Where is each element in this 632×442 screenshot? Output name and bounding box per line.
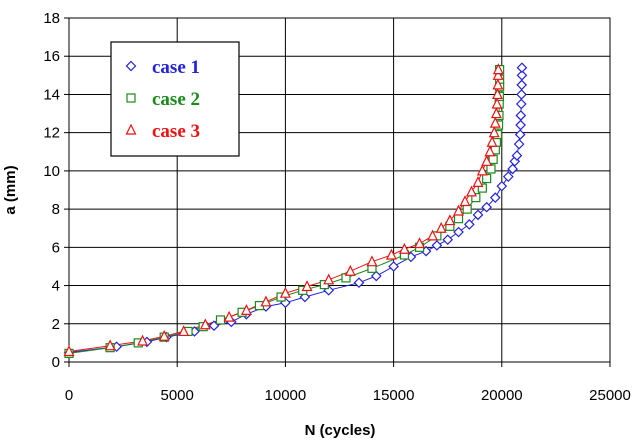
data-point-case-3 <box>301 280 313 292</box>
y-tick-label: 18 <box>43 10 60 27</box>
data-point-case-3 <box>279 286 291 298</box>
data-point-case-3 <box>427 229 439 241</box>
data-point-case-3 <box>398 242 410 254</box>
data-point-case-2 <box>482 173 492 184</box>
x-tick-label: 20000 <box>481 387 523 404</box>
data-point-case-3 <box>489 116 501 128</box>
data-point-case-3 <box>323 273 335 285</box>
data-point-case-2 <box>453 214 464 224</box>
data-point-case-1 <box>516 89 527 100</box>
data-point-case-1 <box>516 62 528 74</box>
data-point-case-1 <box>353 277 365 289</box>
x-tick-label: 15000 <box>373 387 415 404</box>
data-point-case-2 <box>486 164 496 174</box>
data-point-case-1 <box>502 171 514 182</box>
data-point-case-1 <box>511 150 523 161</box>
data-point-case-3 <box>481 154 493 166</box>
data-point-case-3 <box>459 195 471 207</box>
y-axis-title: a (mm) <box>2 165 19 214</box>
data-point-case-1 <box>489 192 501 203</box>
data-point-case-2 <box>462 204 472 214</box>
x-tick-label: 25000 <box>589 387 631 404</box>
legend-marker-case-1 <box>125 60 137 72</box>
data-point-case-3 <box>444 214 456 226</box>
data-point-case-3 <box>223 310 235 322</box>
data-point-case-1 <box>514 129 526 140</box>
y-tick-label: 8 <box>52 201 60 218</box>
axis-ticks: 0 2 4 6 8 10 12 14 16 18 0 5000 10000 15000 20000 25000 <box>43 10 631 404</box>
y-tick-label: 0 <box>52 354 60 371</box>
data-point-case-3 <box>104 339 116 351</box>
y-tick-label: 4 <box>52 278 60 295</box>
data-point-case-3 <box>414 237 426 249</box>
data-point-case-3 <box>466 185 477 197</box>
y-tick-label: 10 <box>43 163 60 180</box>
y-tick-label: 16 <box>43 48 60 65</box>
legend-label-case-1: case 1 <box>152 57 200 78</box>
legend-label-case-2: case 2 <box>152 89 200 110</box>
y-tick-label: 14 <box>43 86 60 103</box>
data-point-case-3 <box>490 107 502 119</box>
data-point-case-2 <box>215 315 226 325</box>
x-axis-title: N (cycles) <box>305 422 376 439</box>
data-point-case-3 <box>492 68 504 80</box>
series-markers <box>63 62 528 358</box>
data-point-case-1 <box>388 261 399 272</box>
data-point-case-3 <box>366 255 378 267</box>
data-point-case-3 <box>435 221 447 233</box>
data-point-case-1 <box>481 201 493 213</box>
data-point-case-3 <box>484 145 496 157</box>
data-point-case-3 <box>385 248 397 260</box>
data-point-case-1 <box>515 98 527 110</box>
data-point-case-3 <box>240 304 252 315</box>
data-point-case-3 <box>486 135 498 147</box>
data-point-case-1 <box>370 270 382 282</box>
data-point-case-1 <box>515 110 527 121</box>
data-point-case-1 <box>507 163 518 175</box>
y-tick-label: 12 <box>43 125 60 142</box>
data-point-case-1 <box>463 219 475 230</box>
legend-label-case-3: case 3 <box>152 121 200 142</box>
legend: case 1 case 2 case 3 <box>110 41 240 157</box>
data-point-case-3 <box>492 63 504 75</box>
x-tick-label: 10000 <box>265 387 307 404</box>
y-tick-label: 6 <box>52 239 60 256</box>
y-tick-label: 2 <box>52 316 60 333</box>
data-point-case-3 <box>492 88 503 100</box>
data-point-case-1 <box>472 209 484 221</box>
data-point-case-1 <box>516 69 528 81</box>
data-point-case-3 <box>137 334 149 346</box>
data-point-case-2 <box>488 154 498 165</box>
data-point-case-3 <box>472 176 484 187</box>
data-point-case-3 <box>476 164 488 176</box>
data-point-case-1 <box>516 79 528 91</box>
data-point-case-2 <box>319 280 329 290</box>
data-point-case-3 <box>491 97 503 109</box>
data-point-case-3 <box>488 126 500 138</box>
data-point-case-1 <box>453 226 464 238</box>
legend-marker-case-2 <box>126 93 136 103</box>
data-point-case-3 <box>158 329 170 341</box>
data-point-case-1 <box>442 234 454 246</box>
data-point-case-3 <box>453 204 464 216</box>
x-tick-label: 5000 <box>161 387 194 404</box>
data-point-case-1 <box>515 119 526 131</box>
data-point-case-2 <box>471 193 481 203</box>
x-tick-label: 0 <box>65 387 73 404</box>
data-point-case-3 <box>492 78 504 90</box>
data-point-case-1 <box>496 180 508 192</box>
data-point-case-2 <box>477 183 487 193</box>
data-point-case-1 <box>513 138 525 150</box>
legend-marker-case-3 <box>125 123 137 135</box>
data-point-case-3 <box>199 318 211 330</box>
data-point-case-3 <box>63 345 75 357</box>
data-point-case-1 <box>431 240 443 251</box>
data-point-case-3 <box>260 295 272 307</box>
data-point-case-3 <box>178 325 190 337</box>
data-point-case-3 <box>344 264 356 276</box>
